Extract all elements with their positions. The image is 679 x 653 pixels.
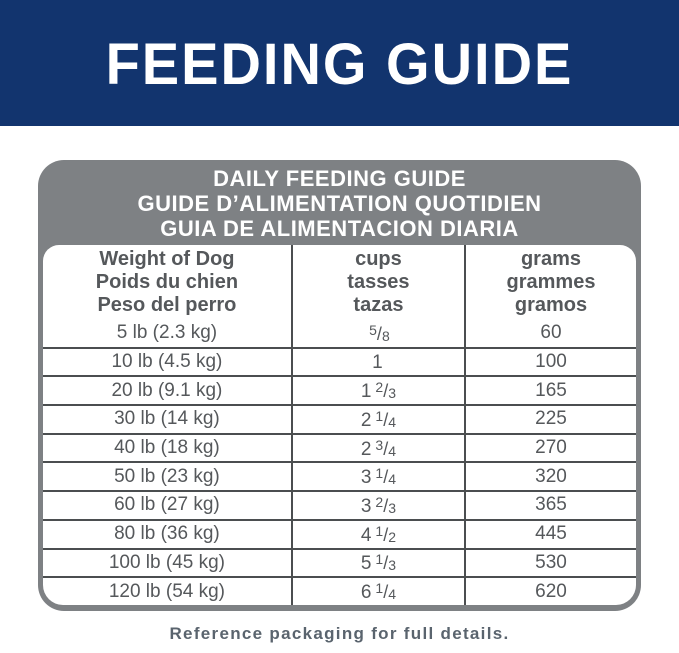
table-row: 60 lb (27 kg) 3 2/3 365: [43, 490, 636, 519]
table-row: 80 lb (36 kg) 4 1/2 445: [43, 518, 636, 548]
feeding-guide-banner: FEEDING GUIDE: [0, 0, 679, 126]
col-header-grams-fr: grammes: [506, 271, 596, 293]
table-row: 50 lb (23 kg) 3 1/4 320: [43, 461, 636, 491]
weight-cell: 120 lb (54 kg): [108, 580, 226, 602]
col-header-weight-es: Peso del perro: [97, 294, 237, 316]
guide-title-fr: GUIDE D’ALIMENTATION QUOTIDIEN: [137, 191, 542, 216]
table-row: 5 lb (2.3 kg) 5/8 60: [43, 320, 636, 347]
cups-value: 2 3/4: [360, 436, 397, 460]
cups-value: 2 1/4: [360, 407, 397, 431]
banner-title: FEEDING GUIDE: [105, 30, 574, 96]
col-header-weight: Weight of Dog Poids du chien Peso del pe…: [43, 245, 291, 320]
weight-cell: 30 lb (14 kg): [114, 408, 220, 430]
table-row: 20 lb (9.1 kg) 1 2/3 165: [43, 375, 636, 405]
cups-value: 6 1/4: [360, 580, 397, 604]
weight-cell: 40 lb (18 kg): [114, 437, 220, 459]
grams-cell: 165: [464, 377, 636, 405]
cups-value: 5/8: [369, 321, 390, 344]
col-header-grams: grams grammes gramos: [464, 245, 636, 320]
grams-cell: 445: [464, 520, 636, 548]
feeding-table: Weight of Dog Poids du chien Peso del pe…: [43, 245, 636, 605]
table-row: 30 lb (14 kg) 2 1/4 225: [43, 404, 636, 433]
table-row: 40 lb (18 kg) 2 3/4 270: [43, 432, 636, 462]
footer-note: Reference packaging for full details.: [169, 623, 510, 643]
grams-cell: 225: [464, 406, 636, 433]
cups-cell: 1 2/3: [290, 377, 464, 405]
grams-cell: 100: [464, 348, 636, 376]
grams-cell: 270: [464, 434, 636, 462]
guide-title-block: DAILY FEEDING GUIDE GUIDE D’ALIMENTATION…: [43, 160, 636, 245]
cups-cell: 3 2/3: [290, 492, 464, 519]
weight-cell: 80 lb (36 kg): [114, 523, 220, 545]
cups-cell: 1: [290, 348, 464, 376]
col-header-grams-es: gramos: [514, 294, 588, 316]
col-header-cups-fr: tasses: [347, 271, 410, 293]
col-header-weight-fr: Poids du chien: [95, 271, 239, 293]
grams-cell: 530: [464, 549, 636, 577]
weight-cell: 10 lb (4.5 kg): [111, 351, 223, 373]
col-header-cups-es: tazas: [353, 294, 404, 316]
table-body: 5 lb (2.3 kg) 5/8 60 10 lb (4.5 kg) 1 10…: [43, 320, 636, 605]
cups-cell: 2 1/4: [290, 406, 464, 433]
cups-value: 1 2/3: [360, 379, 397, 403]
col-header-grams-en: grams: [520, 248, 581, 270]
cups-cell: 2 3/4: [290, 434, 464, 462]
table-header-row: Weight of Dog Poids du chien Peso del pe…: [43, 245, 636, 320]
feeding-guide-card: DAILY FEEDING GUIDE GUIDE D’ALIMENTATION…: [38, 160, 641, 611]
weight-cell: 20 lb (9.1 kg): [111, 379, 223, 401]
weight-cell: 5 lb (2.3 kg): [116, 322, 218, 344]
guide-title-es: GUIA DE ALIMENTACION DIARIA: [160, 216, 519, 241]
table-row: 100 lb (45 kg) 5 1/3 530: [43, 547, 636, 577]
table-row: 120 lb (54 kg) 6 1/4 620: [43, 576, 636, 605]
cups-value: 3 2/3: [360, 493, 397, 517]
cups-cell: 5 1/3: [290, 549, 464, 577]
weight-cell: 60 lb (27 kg): [114, 494, 220, 516]
weight-cell: 100 lb (45 kg): [108, 551, 226, 573]
cups-cell: 4 1/2: [290, 520, 464, 548]
table-row: 10 lb (4.5 kg) 1 100: [43, 346, 636, 376]
cups-value: 4 1/2: [360, 522, 397, 546]
col-header-cups: cups tasses tazas: [290, 245, 464, 320]
weight-cell: 50 lb (23 kg): [114, 465, 220, 487]
cups-cell: 6 1/4: [290, 578, 464, 605]
cups-cell: 3 1/4: [290, 463, 464, 491]
cups-cell: 5/8: [290, 320, 464, 347]
col-header-weight-en: Weight of Dog: [99, 248, 235, 270]
grams-cell: 320: [464, 463, 636, 491]
cups-value: 1: [372, 351, 383, 373]
guide-title-en: DAILY FEEDING GUIDE: [213, 166, 466, 191]
cups-value: 5 1/3: [360, 551, 397, 575]
grams-cell: 365: [464, 492, 636, 519]
col-header-cups-en: cups: [355, 248, 402, 270]
grams-cell: 60: [464, 320, 636, 347]
grams-cell: 620: [464, 578, 636, 605]
cups-value: 3 1/4: [360, 465, 397, 489]
